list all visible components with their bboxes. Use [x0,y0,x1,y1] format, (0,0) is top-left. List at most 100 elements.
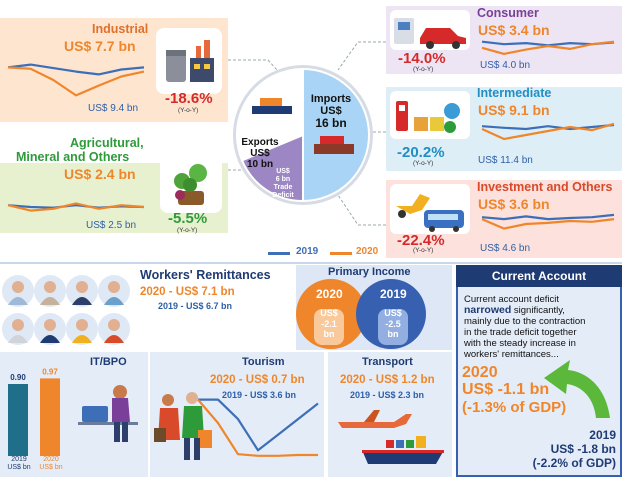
consumer-yoy: (Y-o-Y) [413,66,434,73]
consumer-2020-value: US$ 3.4 bn [478,22,550,38]
intermediate-panel [386,87,622,171]
industrial-2020-value: US$ 7.7 bn [64,38,136,54]
worker-uniform-icon [40,297,60,305]
worker-face-icon [108,319,120,331]
agri-title-line1: Agricultural, [70,136,144,150]
agri-title-line2: Mineral and Others [16,150,130,164]
intermediate-icon [390,91,470,139]
investment-2020-value: US$ 3.6 bn [478,196,550,212]
intermediate-pct: -20.2% [397,144,445,161]
ca-text-l5: with the steady increase in [464,338,576,349]
tourism-line-chart [197,398,319,457]
primary-income-2020-l3: bn [323,329,335,339]
series-line-2020 [481,40,615,55]
investment-icon [390,184,470,234]
ca-2019-gdp: (-2.2% of GDP) [532,456,616,470]
upward-arrow-icon [544,360,610,418]
consumer-line-chart [481,40,615,55]
series-line-2019 [198,398,319,452]
industrial-icon [156,28,222,94]
itbpo-bar-label-2019: 0.90 [10,373,26,382]
plane-ship-icon [338,410,444,464]
intermediate-line-chart [481,122,615,141]
ca-2019-value: US$ -1.8 bn [550,442,616,456]
worker-face-icon [12,319,24,331]
ca-2020-gdp: (-1.3% of GDP) [462,399,567,416]
itbpo-2020-unit: US$ bn [39,464,63,471]
itbpo-title: IT/BPO [90,356,127,368]
investment-2019-value: US$ 4.6 bn [480,243,531,254]
pie-exports-l2: US$ [250,148,270,159]
series-line-2020 [481,122,615,141]
consumer-panel [386,6,622,74]
industrial-panel [0,18,228,122]
consumer-icon [390,10,470,50]
series-line-2019 [7,63,145,76]
investment-pct: -22.4% [397,232,445,249]
primary-income-2020-l2: -2.1 [321,318,337,329]
pie-imports-l1: Imports [310,93,352,105]
primary-income-2019-l2: -2.5 [385,318,401,329]
investment-line-chart [481,213,615,230]
series-line-2020 [7,66,145,97]
section-divider [0,262,622,264]
tourism-title: Tourism [242,356,285,368]
worker-uniform-icon [8,335,28,343]
legend-2019-label: 2019 [296,246,319,257]
worker-uniform-icon [72,297,92,305]
series-line-2020 [7,202,145,212]
primary-income-title: Primary Income [328,266,411,278]
agri-2019-value: US$ 2.5 bn [86,220,137,231]
current-account-header [456,265,622,287]
worker-uniform-icon [104,335,124,343]
worker-uniform-icon [40,335,60,343]
plant-icon [160,151,222,213]
legend: 2019 2020 [268,246,378,260]
primary-income-panel [296,265,452,350]
agri-line-chart [7,202,145,212]
investment-yoy: (Y-o-Y) [413,247,434,254]
transport-2019-value: 2019 - US$ 2.3 bn [350,390,425,400]
remittances-title: Workers' Remittances [140,268,271,282]
ca-2020-value: US$ -1.1 bn [462,381,550,398]
consumer-title: Consumer [477,6,539,20]
worker-uniform-icon [72,335,92,343]
worker-uniform-icon [104,297,124,305]
agri-panel [0,151,228,233]
worker-face-icon [108,281,120,293]
current-account-title: Current Account [491,269,587,283]
agri-2020-value: US$ 2.4 bn [64,166,136,182]
laptop-worker-icon [78,385,138,442]
pie-imports-label: Imports US$ 16 bn [306,93,356,129]
itbpo-2019-unit: US$ bn [7,464,31,471]
agri-yoy: (Y-o-Y) [177,227,198,234]
worker-face-icon [76,281,88,293]
primary-income-2019-year: 2019 [380,287,407,301]
pie-slice-exports [235,67,304,162]
legend-2019-swatch [268,252,290,255]
itbpo-bar-2020 [40,378,60,456]
ca-2020-year: 2020 [462,364,498,381]
series-line-2019 [481,123,615,131]
intermediate-title: Intermediate [477,86,552,100]
pie-slice-deficit [240,133,304,203]
legend-2020-swatch [330,252,352,255]
itbpo-bar-label-2020: 0.97 [42,367,58,376]
itbpo-bar-chart: 0.90 0.97 [8,367,60,456]
itbpo-2019-label: 2019 US$ bn [4,456,34,472]
ca-text-post: significantly, [513,305,565,316]
ca-text-bold: narrowed [464,304,512,316]
worker-face-icon [44,319,56,331]
industrial-2019-value: US$ 9.4 bn [88,103,139,114]
industrial-pct: -18.6% [165,90,213,107]
ca-text-l6: workers' remittances... [464,349,559,360]
industrial-title: Industrial [92,22,149,36]
transport-title: Transport [362,356,413,368]
primary-income-2019-text: US$ -2.5 bn [378,308,408,340]
ca-text-pre: Current account deficit [464,294,560,305]
pie-imports-l3: 16 bn [315,116,347,130]
investment-panel [386,180,622,258]
legend-2020-label: 2020 [356,246,379,257]
itbpo-2020-label: 2020 US$ bn [36,456,66,472]
itbpo-2019-year: 2019 [11,456,27,463]
